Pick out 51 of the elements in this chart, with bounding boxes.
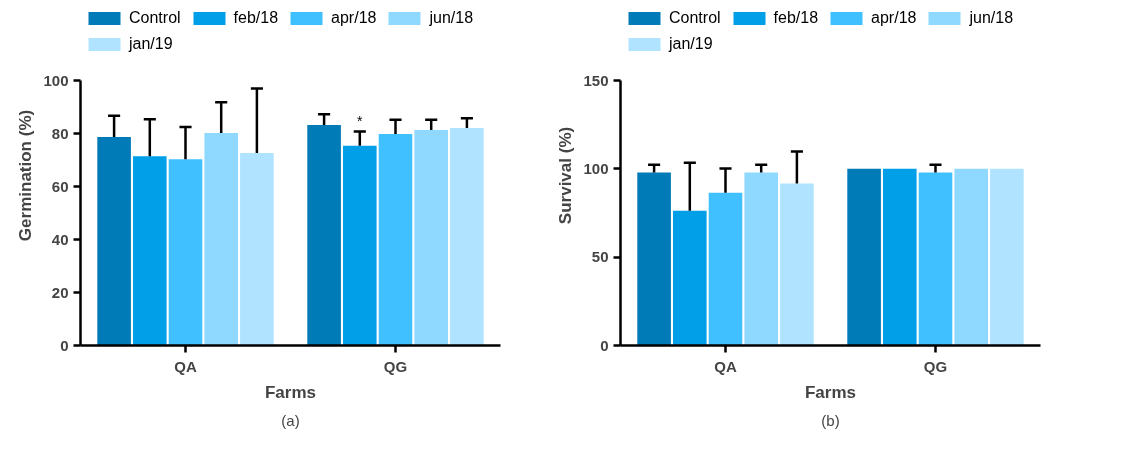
y-tick-label: 0	[600, 336, 609, 354]
bar	[378, 134, 413, 346]
y-tick-label: 60	[51, 177, 69, 195]
legend-label: apr/18	[871, 9, 917, 27]
bar	[918, 172, 953, 346]
legend-label: Control	[669, 9, 721, 27]
legend-label: jan/19	[669, 35, 713, 53]
bar	[780, 183, 814, 346]
y-tick-label: 100	[583, 159, 609, 177]
legend-label: jun/18	[429, 9, 474, 27]
text: (b)	[821, 411, 840, 429]
legend-label: Control	[129, 9, 181, 27]
legend-label: feb/18	[233, 9, 279, 27]
legend-label: jun/18	[969, 9, 1014, 27]
bar	[450, 127, 484, 346]
y-tick-label: 0	[60, 336, 69, 354]
y-tick-label: 100	[43, 71, 69, 89]
x-axis-title: Farms	[804, 382, 857, 402]
y-tick-label: 50	[591, 248, 609, 266]
bar	[847, 168, 881, 346]
legend-label: apr/18	[331, 9, 377, 27]
data-label: *	[357, 113, 364, 130]
bar	[133, 156, 167, 346]
legend-label: feb/18	[773, 9, 819, 27]
y-tick-label: 150	[583, 71, 609, 89]
y-axis-title: Germination (%)	[16, 109, 36, 242]
bar	[954, 168, 988, 346]
y-tick-label: 40	[51, 230, 69, 248]
x-tick-label: QA	[174, 357, 197, 375]
bar	[97, 136, 131, 346]
y-axis-title: Survival (%)	[556, 126, 576, 225]
bar	[343, 145, 377, 346]
bar	[883, 168, 917, 346]
bar	[414, 130, 448, 346]
bar	[990, 168, 1024, 346]
bar	[204, 132, 238, 346]
x-axis-title: Farms	[264, 382, 317, 402]
y-tick-label: 20	[51, 283, 69, 301]
legend-label: jan/19	[129, 35, 173, 53]
text: (a)	[281, 411, 300, 429]
bar	[637, 172, 671, 346]
bar	[673, 210, 707, 346]
bar	[708, 192, 743, 346]
x-tick-label: QG	[923, 357, 948, 375]
x-tick-label: QG	[383, 357, 408, 375]
bar	[744, 172, 778, 346]
bar	[307, 125, 341, 346]
y-tick-label: 80	[51, 124, 69, 142]
bar	[168, 159, 203, 346]
bar	[240, 153, 274, 346]
x-tick-label: QA	[714, 357, 737, 375]
